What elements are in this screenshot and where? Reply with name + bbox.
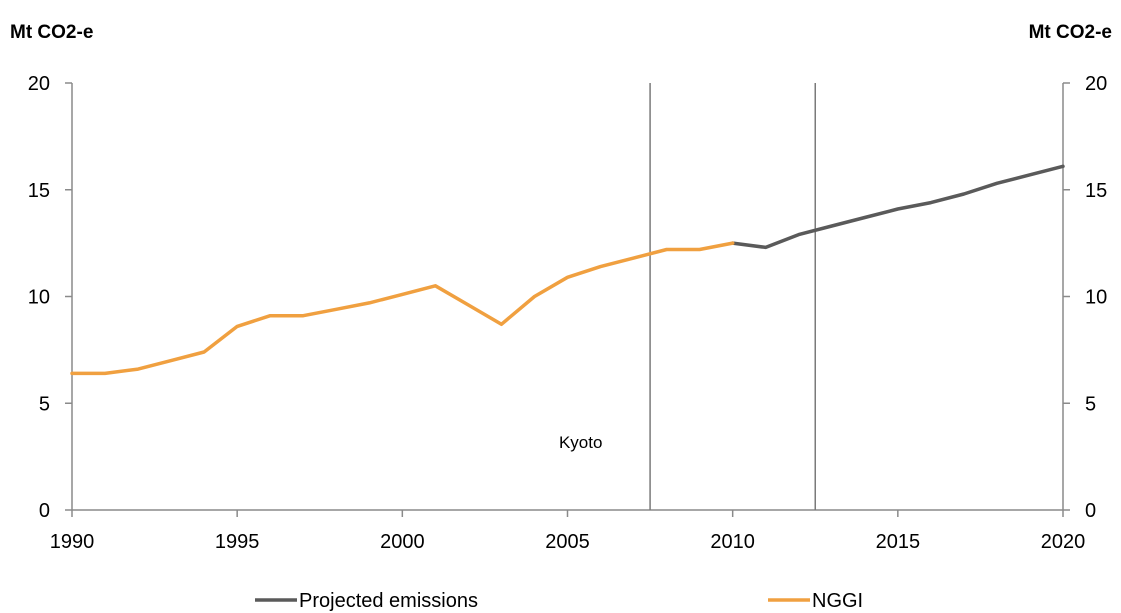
x-tick-label: 1995 — [215, 531, 260, 553]
legend-label-1: NGGI — [812, 590, 863, 612]
legend-label-0: Projected emissions — [299, 590, 478, 612]
series-line-0 — [730, 164, 1065, 250]
x-tick-label: 2015 — [876, 531, 921, 553]
x-tick-label: 2000 — [380, 531, 425, 553]
right-y-tick-label: 10 — [1085, 287, 1107, 309]
left-y-tick-label: 5 — [39, 393, 50, 415]
left-y-tick-label: 20 — [28, 73, 50, 95]
right-y-tick-label: 20 — [1085, 73, 1107, 95]
x-tick-label: 2020 — [1041, 531, 1086, 553]
left-y-tick-label: 0 — [39, 500, 50, 522]
right-y-tick-label: 5 — [1085, 393, 1096, 415]
right-axis-unit-label: Mt CO2-e — [1029, 22, 1112, 43]
legend: Projected emissions NGGI — [255, 590, 863, 612]
annotations-layer: Kyoto — [559, 433, 602, 452]
x-tick-label: 2005 — [545, 531, 590, 553]
right-y-tick-label: 15 — [1085, 180, 1107, 202]
series-layer — [70, 164, 1065, 376]
series-line-1 — [70, 241, 735, 376]
left-axis-unit-label: Mt CO2-e — [10, 22, 93, 43]
annotation-label: Kyoto — [559, 433, 602, 452]
x-tick-label: 1990 — [50, 531, 95, 553]
right-y-tick-label: 0 — [1085, 500, 1096, 522]
period-markers-layer — [649, 83, 816, 510]
x-tick-label: 2010 — [710, 531, 755, 553]
left-y-tick-label: 15 — [28, 180, 50, 202]
left-y-tick-label: 10 — [28, 287, 50, 309]
